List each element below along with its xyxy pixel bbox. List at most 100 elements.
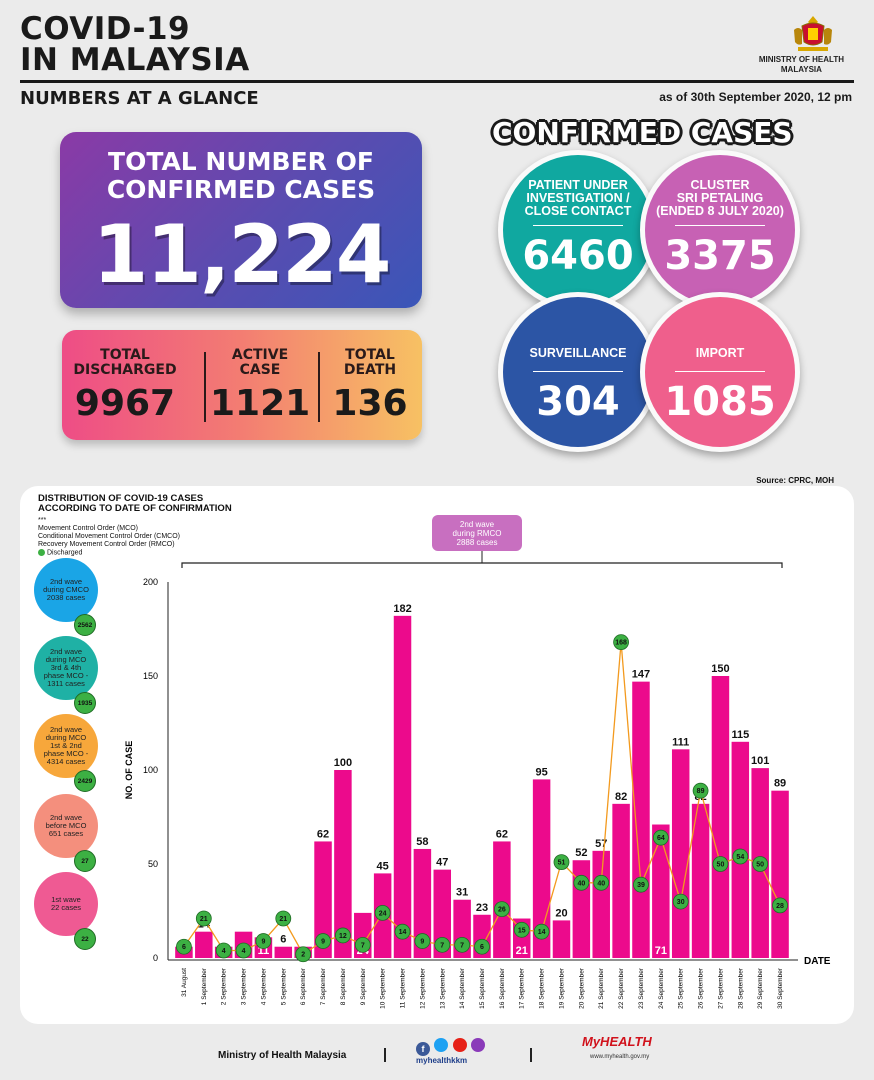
circle-cluster: CLUSTER SRI PETALING (ENDED 8 JULY 2020)…: [640, 150, 800, 310]
discharged-label: 7: [460, 942, 464, 949]
discharged-point: [275, 910, 292, 927]
rmco-bracket: [181, 562, 783, 568]
wave-mco12-l2: during MCO: [45, 733, 87, 742]
x-tick-label: 7 September: [320, 967, 327, 1005]
discharged-point: [732, 848, 749, 865]
y-axis-label: NO. OF CASE: [124, 741, 134, 800]
stat-discharged: TOTAL DISCHARGED 9967: [70, 348, 180, 426]
footer: Ministry of Health Malaysia f myhealthkk…: [0, 1034, 874, 1072]
ministry-line2: MALAYSIA: [780, 65, 822, 74]
discharged-point: [315, 933, 331, 949]
youtube-icon[interactable]: [452, 1038, 467, 1052]
bar-value-label: 62: [317, 828, 329, 840]
discharged-label: 21: [200, 916, 208, 923]
stat-death-label1: TOTAL: [345, 347, 395, 363]
page-subtitle: NUMBERS AT A GLANCE: [20, 88, 259, 109]
rmco-wave-box: 2nd wave during RMCO 2888 cases: [432, 515, 522, 551]
discharged-point: [593, 874, 610, 891]
wave-mco12-l4: phase MCO -: [43, 749, 89, 758]
x-tick-label: 31 August: [181, 968, 188, 997]
confirmed-cases-title: CONFIRMED CASES: [492, 116, 793, 149]
wave-mco12-l3: 1st & 2nd: [50, 741, 82, 750]
x-tick-label: 23 September: [638, 967, 645, 1009]
discharged-point: [493, 901, 510, 918]
stat-death-value: 136: [332, 383, 408, 424]
discharged-label: 89: [697, 788, 705, 795]
wave-first-discharged-badge: 22: [74, 928, 96, 950]
x-tick-label: 30 September: [777, 967, 784, 1009]
circle-investigation-value: 6460: [522, 233, 634, 279]
bar-value-label: 52: [575, 847, 587, 859]
ministry-label: MINISTRY OF HEALTH MALAYSIA: [759, 55, 844, 75]
bar-value-label: 47: [436, 857, 448, 869]
discharged-point: [474, 938, 490, 955]
discharged-point: [176, 938, 192, 955]
stat-active-label2: CASE: [239, 362, 281, 378]
as-of-timestamp: as of 30th September 2020, 12 pm: [659, 90, 852, 104]
discharged-label: 50: [756, 862, 764, 869]
discharged-label: 168: [615, 640, 627, 647]
discharged-label: 28: [776, 903, 784, 910]
bar: [671, 749, 690, 958]
discharged-point: [335, 927, 351, 944]
x-tick-label: 15 September: [479, 967, 486, 1009]
rmco-line1: 2nd wave: [459, 519, 495, 529]
circle-divider: [675, 371, 765, 372]
wave-before-l3: 651 cases: [48, 829, 84, 838]
x-tick-label: 17 September: [519, 967, 526, 1009]
x-tick-label: 20 September: [578, 967, 585, 1009]
circle-divider: [675, 225, 765, 226]
twitter-icon[interactable]: [434, 1038, 449, 1052]
discharged-point: [772, 897, 788, 914]
wave-first-circle: 1st wave 22 cases: [34, 872, 98, 936]
wave-before-l1: 2nd wave: [49, 813, 83, 822]
bar: [393, 615, 412, 958]
bar: [274, 946, 293, 958]
wave-before-l2: before MCO: [45, 821, 87, 830]
bar: [413, 848, 432, 958]
bar-value-label: 82: [615, 791, 627, 803]
wave-mco34-circle: 2nd wave during MCO 3rd & 4th phase MCO …: [34, 636, 98, 700]
rmco-line2: during RMCO: [452, 528, 502, 538]
x-tick-label: 28 September: [737, 967, 744, 1009]
facebook-icon[interactable]: f: [416, 1042, 430, 1056]
total-label-line1: TOTAL NUMBER OF: [108, 147, 374, 176]
wave-mco34-l1: 2nd wave: [49, 647, 83, 656]
bar-value-label: 11: [258, 945, 270, 957]
circle-cluster-label: CLUSTER SRI PETALING (ENDED 8 JULY 2020): [645, 179, 795, 218]
legend-mco: Movement Control Order (MCO): [38, 525, 138, 532]
circle-import: IMPORT 1085: [640, 292, 800, 452]
x-tick-label: 29 September: [757, 967, 764, 1009]
discharged-label: 50: [717, 862, 725, 869]
bar-value-label: 95: [535, 766, 547, 778]
x-tick-label: 27 September: [717, 967, 724, 1009]
stat-divider: [204, 352, 206, 422]
x-tick-label: 13 September: [439, 967, 446, 1009]
discharged-label: 24: [379, 910, 387, 917]
discharged-point: [513, 921, 530, 938]
x-tick-label: 10 September: [380, 967, 387, 1009]
myhealth-logo: MyHEALTH: [582, 1034, 652, 1049]
legend-discharged: Discharged: [38, 549, 180, 557]
x-tick-label: 6 September: [300, 967, 307, 1005]
chart-title: DISTRIBUTION OF COVID-19 CASES ACCORDING…: [38, 494, 232, 514]
bar-value-label: 57: [595, 838, 607, 850]
discharged-point: [752, 856, 769, 872]
stat-discharged-label1: TOTAL: [100, 347, 150, 363]
chart-title-line2: ACCORDING TO DATE OF CONFIRMATION: [38, 503, 232, 514]
wave-cmco-l1: 2nd wave: [49, 577, 83, 586]
discharged-point: [553, 854, 570, 871]
bar-value-label: 45: [377, 860, 389, 872]
bar-value-label: 147: [632, 669, 650, 681]
discharged-label: 14: [538, 929, 546, 936]
discharged-label: 6: [480, 944, 484, 951]
x-tick-label: 8 September: [340, 967, 347, 1005]
wave-cmco-circle: 2nd wave during CMCO 2038 cases: [34, 558, 98, 622]
circle-investigation: PATIENT UNDER INVESTIGATION / CLOSE CONT…: [498, 150, 658, 310]
discharged-label: 2: [301, 952, 305, 959]
instagram-icon[interactable]: [471, 1038, 486, 1052]
rmco-line3: 2888 cases: [456, 537, 498, 547]
y-tick-label: 200: [143, 577, 158, 587]
x-tick-label: 14 September: [459, 967, 466, 1009]
